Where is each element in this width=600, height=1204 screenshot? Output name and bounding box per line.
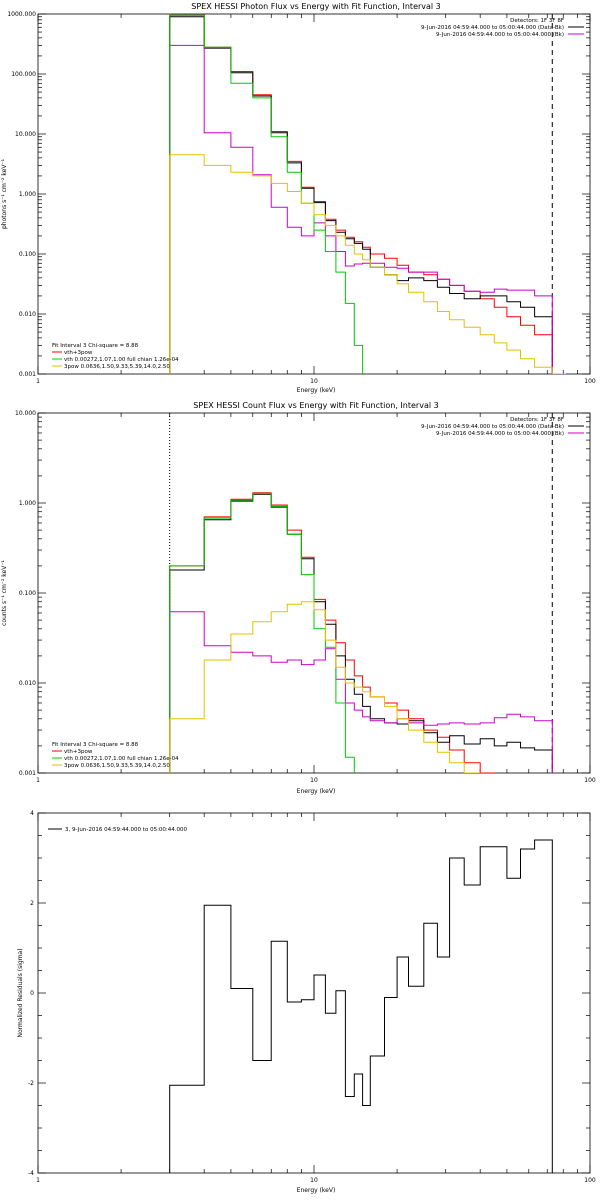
y-tick-label: 4 (30, 810, 34, 817)
y-tick-label: 0.100 (19, 590, 36, 597)
series-line (169, 44, 553, 374)
legend-entry: 3, 9-Jun-2016 04:59:44.000 to 05:00:44.0… (65, 827, 188, 833)
x-tick-label: 10 (310, 1177, 318, 1184)
y-axis-label: counts s⁻¹ cm⁻² keV⁻¹ (1, 560, 8, 626)
y-tick-label: 10.000 (15, 131, 36, 138)
x-tick-label: 1 (36, 1177, 40, 1184)
legend-entry: Detectors: 1F 3F 8F (510, 417, 564, 423)
y-tick-label: 0.001 (19, 770, 36, 777)
y-tick-label: 1000.000 (7, 11, 36, 18)
legend-entry: 9-Jun-2016 04:59:44.000 to 05:00:44.000 … (421, 424, 564, 430)
y-tick-label: 100.000 (11, 71, 36, 78)
x-tick-label: 100 (584, 378, 596, 385)
chart-title: SPEX HESSI Count Flux vs Energy with Fit… (193, 401, 438, 410)
series-line (169, 492, 364, 773)
y-tick-label: 0.001 (19, 371, 36, 378)
chart-title: SPEX HESSI Photon Flux vs Energy with Fi… (191, 2, 441, 11)
y-tick-label: -2 (28, 1080, 34, 1087)
legend-entry: vth+3pow (64, 350, 93, 356)
legend-entry: 9-Jun-2016 04:59:44.000 to 05:00:44.000 … (436, 32, 564, 38)
x-tick-label: 100 (584, 1177, 596, 1184)
legend-entry: 9-Jun-2016 04:59:44.000 to 05:00:44.000 … (436, 431, 564, 437)
series-line (169, 154, 567, 374)
series-line (169, 601, 481, 773)
y-tick-label: 2 (30, 900, 34, 907)
y-tick-label: 0.010 (19, 680, 36, 687)
y-tick-label: 0.010 (19, 311, 36, 318)
x-axis-label: Energy (keV) (297, 387, 336, 394)
x-axis-label: Energy (keV) (297, 788, 336, 795)
legend-entry: 3pow 0.0636,1.50,9.33,5.39,14.0,2.50 (64, 763, 170, 769)
residuals-panel: Energy (keV) Normalized Residuals (sigma… (17, 810, 596, 1194)
count-flux-panel: SPEX HESSI Count Flux vs Energy with Fit… (1, 401, 596, 795)
x-tick-label: 10 (310, 777, 318, 784)
y-axis-label: Normalized Residuals (sigma) (17, 948, 24, 1037)
y-tick-label: 1.000 (19, 500, 36, 507)
x-axis-label: Energy (keV) (297, 1187, 336, 1194)
y-tick-label: 0.100 (19, 251, 36, 258)
x-tick-label: 1 (36, 378, 40, 385)
legend-entry: Fit Interval 3 Chi-square = 8.88 (52, 742, 139, 748)
legend-entry: Fit Interval 3 Chi-square = 8.88 (52, 343, 139, 349)
x-tick-label: 10 (310, 378, 318, 385)
series-line (169, 16, 553, 374)
y-tick-label: 0 (30, 990, 34, 997)
x-tick-label: 100 (584, 777, 596, 784)
legend-entry: vth 0.00272,1.07,1.00 full chian 1.26e-0… (64, 357, 179, 363)
photon-flux-panel: SPEX HESSI Photon Flux vs Energy with Fi… (1, 2, 596, 394)
y-tick-label: -4 (28, 1170, 34, 1177)
series-line (169, 14, 553, 374)
y-tick-label: 10.000 (15, 410, 36, 417)
legend-entry: vth+3pow (64, 749, 93, 755)
x-tick-label: 1 (36, 777, 40, 784)
legend-entry: 3pow 0.0636,1.50,9.33,5.39,14.0,2.50 (64, 364, 170, 370)
legend-entry: vth 0.00272,1.07,1.00 full chian 1.26e-0… (64, 756, 179, 762)
series-line (169, 611, 553, 773)
y-axis-label: photons s⁻¹ cm⁻² keV⁻¹ (1, 158, 8, 229)
legend-entry: 9-Jun-2016 04:59:44.000 to 05:00:44.000 … (421, 25, 564, 31)
y-tick-label: 1.000 (19, 191, 36, 198)
series-line (169, 839, 553, 1173)
legend-entry: Detectors: 1F 3F 8F (510, 18, 564, 24)
